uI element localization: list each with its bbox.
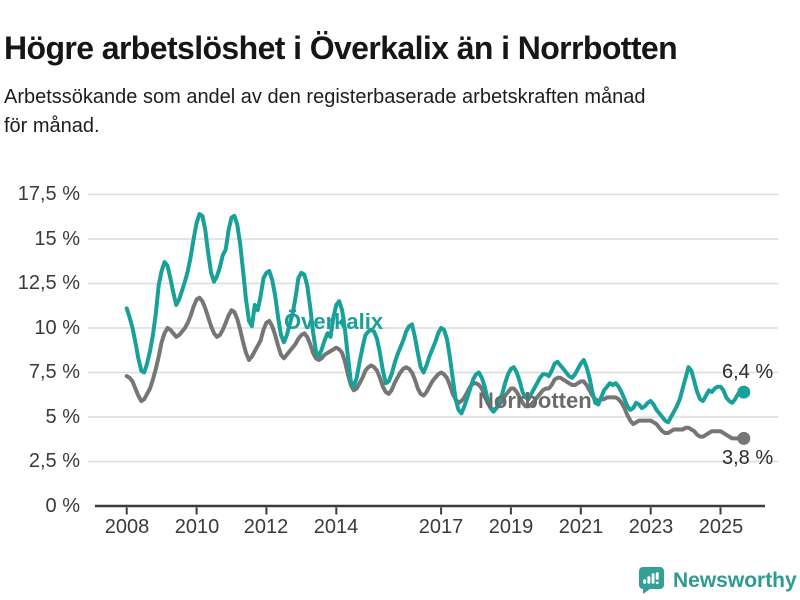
y-tick-label: 0 % xyxy=(45,495,80,517)
x-tick-label: 2019 xyxy=(488,516,534,538)
y-tick-label: 12,5 % xyxy=(17,272,80,294)
x-tick-label: 2021 xyxy=(558,516,604,538)
y-tick-label: 10 % xyxy=(34,317,80,339)
newsworthy-logo[interactable]: Newsworthy xyxy=(637,565,797,595)
x-tick-label: 2012 xyxy=(243,516,289,538)
x-tick-label: 2008 xyxy=(104,516,150,538)
y-tick-label: 17,5 % xyxy=(17,183,80,205)
x-tick-label: 2014 xyxy=(313,516,359,538)
subtitle-line-2: för månad. xyxy=(4,115,100,137)
y-tick-label: 2,5 % xyxy=(28,450,80,472)
chart-subtitle: Arbetssökande som andel av den registerb… xyxy=(4,83,792,141)
brand-name: Newsworthy xyxy=(673,568,797,592)
end-value-label-norrbotten: 3,8 % xyxy=(722,447,774,469)
y-tick-label: 5 % xyxy=(45,406,80,428)
x-tick-label: 2017 xyxy=(418,516,464,538)
subtitle-line-1: Arbetssökande som andel av den registerb… xyxy=(4,86,646,108)
newsworthy-logo-icon xyxy=(639,567,664,594)
y-tick-label: 7,5 % xyxy=(28,361,80,383)
series-label-overkalix: Överkalix xyxy=(284,309,384,334)
y-tick-label: 15 % xyxy=(34,228,80,250)
x-tick-label: 2025 xyxy=(698,516,744,538)
x-tick-label: 2023 xyxy=(628,516,674,538)
series-label-norrbotten: Norrbotten xyxy=(478,388,592,413)
x-tick-label: 2010 xyxy=(174,516,220,538)
page-title: Högre arbetslöshet i Överkalix än i Norr… xyxy=(4,30,678,67)
end-value-label-overkalix: 6,4 % xyxy=(722,361,774,383)
